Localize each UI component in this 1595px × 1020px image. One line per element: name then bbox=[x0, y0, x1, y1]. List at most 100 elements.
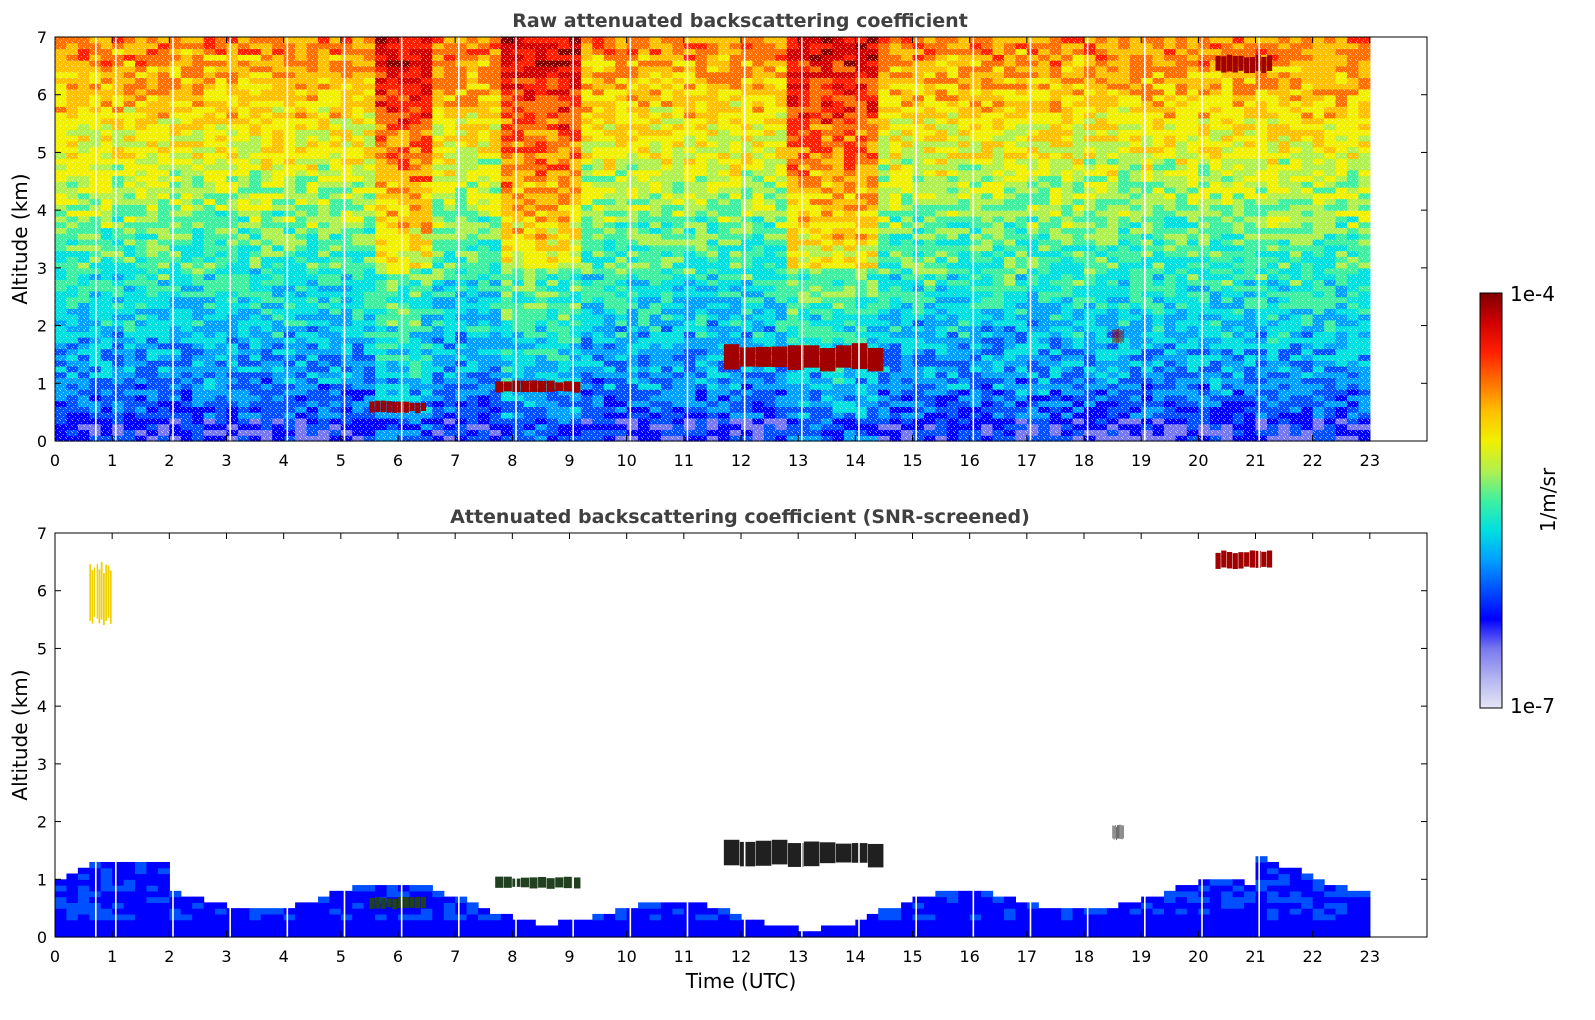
y-tick-label: 7 bbox=[37, 524, 47, 543]
y-tick-label: 6 bbox=[37, 582, 47, 601]
feature-aerosol-layer bbox=[380, 897, 387, 909]
feature-ice-cloud bbox=[91, 570, 94, 624]
feature-aerosol-layer bbox=[555, 877, 564, 888]
feature-high-cloud bbox=[1221, 56, 1227, 73]
feature-cloud bbox=[1114, 328, 1116, 343]
feature-high-cloud bbox=[1232, 553, 1238, 570]
feature-aerosol-layer bbox=[563, 876, 572, 889]
feature-cloud bbox=[1119, 824, 1121, 839]
feature-aerosol-layer bbox=[398, 896, 404, 908]
feature-high-cloud bbox=[1266, 55, 1273, 72]
x-tick-label: 8 bbox=[507, 451, 517, 470]
feature-high-cloud bbox=[1226, 551, 1233, 569]
x-tick-label: 11 bbox=[674, 451, 694, 470]
feature-aerosol-layer bbox=[380, 400, 387, 413]
x-tick-label: 1 bbox=[107, 451, 117, 470]
x-tick-label: 0 bbox=[50, 451, 60, 470]
x-tick-label: 3 bbox=[221, 947, 231, 966]
feature-cloud bbox=[1117, 825, 1118, 839]
feature-aerosol-layer bbox=[369, 401, 375, 413]
x-tick-label: 19 bbox=[1131, 451, 1151, 470]
x-tick-label: 2 bbox=[164, 947, 174, 966]
feature-aerosol-layer bbox=[495, 876, 504, 888]
feature-aerosol-layer bbox=[572, 877, 581, 889]
feature-high-cloud bbox=[1266, 550, 1273, 568]
feature-cloud bbox=[771, 346, 788, 368]
x-tick-label: 6 bbox=[393, 451, 403, 470]
x-tick-label: 7 bbox=[450, 947, 460, 966]
x-tick-label: 9 bbox=[564, 451, 574, 470]
x-tick-label: 22 bbox=[1302, 451, 1322, 470]
feature-cloud bbox=[1122, 328, 1124, 343]
feature-ice-cloud bbox=[89, 564, 92, 621]
feature-aerosol-layer bbox=[403, 897, 409, 908]
feature-aerosol-layer bbox=[538, 876, 547, 888]
feature-ice-cloud bbox=[109, 570, 112, 624]
feature-cloud bbox=[1120, 329, 1122, 344]
x-tick-label: 9 bbox=[564, 947, 574, 966]
x-tick-label: 15 bbox=[902, 451, 922, 470]
feature-cloud bbox=[1117, 328, 1118, 343]
feature-cloud bbox=[787, 843, 804, 867]
feature-cloud bbox=[835, 843, 852, 863]
y-tick-label: 6 bbox=[37, 86, 47, 105]
feature-high-cloud bbox=[1215, 552, 1221, 569]
feature-ice-cloud bbox=[98, 569, 101, 624]
panel-title: Attenuated backscattering coefficient (S… bbox=[450, 506, 1030, 528]
feature-aerosol-layer bbox=[538, 380, 547, 393]
feature-ice-cloud bbox=[96, 563, 98, 619]
x-tick-label: 12 bbox=[731, 947, 751, 966]
feature-aerosol-layer bbox=[369, 897, 375, 909]
feature-aerosol-layer bbox=[529, 380, 538, 392]
x-tick-label: 5 bbox=[336, 451, 346, 470]
feature-aerosol-layer bbox=[386, 898, 392, 908]
feature-cloud bbox=[1116, 329, 1117, 344]
x-tick-label: 1 bbox=[107, 947, 117, 966]
feature-cloud bbox=[739, 347, 756, 367]
raw-backscatter-panel: Raw attenuated backscattering coefficien… bbox=[8, 10, 1428, 470]
y-tick-label: 1 bbox=[37, 374, 47, 393]
feature-aerosol-layer bbox=[572, 381, 581, 393]
screened-heatmap bbox=[55, 533, 1371, 938]
feature-cloud bbox=[803, 841, 820, 867]
feature-high-cloud bbox=[1249, 550, 1255, 568]
y-tick-label: 0 bbox=[37, 432, 47, 451]
feature-aerosol-layer bbox=[375, 897, 381, 909]
panel-title: Raw attenuated backscattering coefficien… bbox=[512, 10, 968, 32]
y-tick-label: 0 bbox=[37, 928, 47, 947]
x-tick-label: 16 bbox=[959, 947, 979, 966]
y-axis-label: Altitude (km) bbox=[8, 669, 32, 800]
feature-aerosol-layer bbox=[503, 876, 512, 888]
x-tick-label: 2 bbox=[164, 451, 174, 470]
x-tick-label: 13 bbox=[788, 947, 808, 966]
x-tick-label: 0 bbox=[50, 947, 60, 966]
y-axis-ticks: 0 1 2 3 4 5 6 7 bbox=[37, 524, 1427, 947]
x-tick-label: 13 bbox=[788, 451, 808, 470]
x-tick-label: 10 bbox=[616, 947, 636, 966]
x-tick-label: 4 bbox=[279, 451, 289, 470]
x-tick-label: 5 bbox=[336, 947, 346, 966]
x-tick-label: 12 bbox=[731, 451, 751, 470]
feature-cloud bbox=[1121, 825, 1123, 840]
feature-high-cloud bbox=[1238, 55, 1244, 71]
x-tick-label: 10 bbox=[616, 451, 636, 470]
feature-aerosol-layer bbox=[555, 382, 564, 391]
feature-aerosol-layer bbox=[495, 381, 504, 393]
x-tick-label: 21 bbox=[1245, 451, 1265, 470]
feature-aerosol-layer bbox=[409, 897, 415, 908]
feature-high-cloud bbox=[1238, 552, 1244, 569]
feature-cloud bbox=[739, 841, 756, 867]
x-tick-label: 7 bbox=[450, 451, 460, 470]
x-tick-label: 4 bbox=[279, 947, 289, 966]
feature-cloud bbox=[1120, 824, 1122, 840]
feature-ice-cloud bbox=[107, 565, 110, 618]
feature-high-cloud bbox=[1226, 54, 1233, 72]
y-axis-label: Altitude (km) bbox=[8, 173, 32, 304]
feature-cloud bbox=[1112, 329, 1114, 344]
x-axis-label: Time (UTC) bbox=[685, 969, 797, 993]
feature-cloud bbox=[1119, 330, 1121, 342]
x-tick-label: 16 bbox=[959, 451, 979, 470]
colorbar: 1e-4 1e-7 1/m/sr bbox=[1479, 282, 1560, 718]
y-tick-label: 4 bbox=[37, 697, 47, 716]
y-tick-label: 5 bbox=[37, 639, 47, 658]
